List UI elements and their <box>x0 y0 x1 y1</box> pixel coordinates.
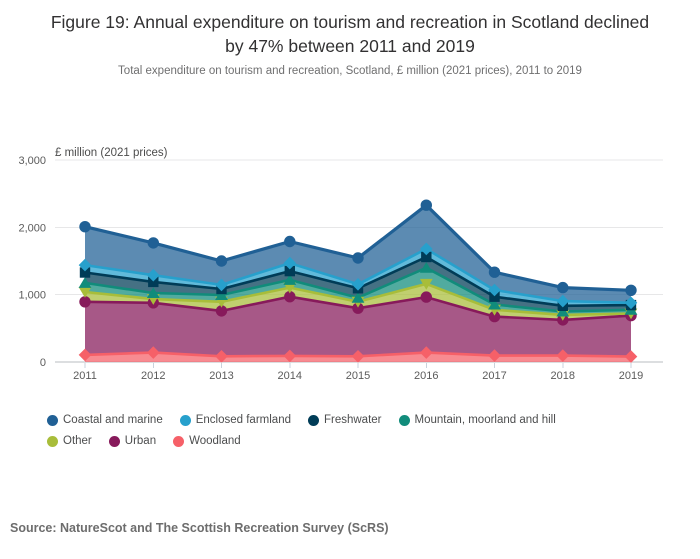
data-point-marker <box>556 349 570 362</box>
data-point-marker <box>284 265 295 277</box>
data-point-marker <box>78 348 92 362</box>
legend-marker-icon <box>47 435 58 447</box>
legend: Coastal and marine Enclosed farmland Fresh… <box>47 414 556 447</box>
data-point-marker <box>488 266 501 278</box>
data-point-marker <box>148 276 159 288</box>
data-point-marker <box>352 302 364 314</box>
legend-item: Mountain, moorland and hill <box>398 414 556 426</box>
legend-marker-icon <box>173 435 185 447</box>
data-point-marker <box>79 296 91 308</box>
y-tick-label: 0 <box>40 357 46 369</box>
data-point-marker <box>557 281 569 294</box>
legend-marker-icon <box>47 414 58 426</box>
data-point-marker <box>284 235 296 248</box>
x-tick-label: 2015 <box>346 370 370 382</box>
data-point-marker <box>351 278 365 291</box>
data-point-marker <box>624 350 638 363</box>
legend-row: Other Urban Woodland <box>47 435 556 447</box>
legend-row: Coastal and marine Enclosed farmland Fresh… <box>47 414 556 426</box>
data-point-marker <box>215 278 228 292</box>
data-point-marker <box>419 262 433 273</box>
chart-area: 0 1,000 2,000 3,000 £ million (2021 prices) 2… <box>0 140 700 400</box>
data-point-marker <box>420 291 432 303</box>
y-tick-label: 1,000 <box>18 290 46 302</box>
x-tick-label: 2018 <box>551 370 575 382</box>
data-point-marker <box>420 242 433 256</box>
data-point-marker <box>284 291 296 303</box>
data-point-marker <box>215 305 228 317</box>
y-tick-label: 2,000 <box>18 222 46 234</box>
data-point-marker <box>283 274 297 285</box>
legend-item-label: Freshwater <box>323 414 382 426</box>
data-point-marker <box>283 282 297 294</box>
legend-item: Enclosed farmland <box>179 414 291 426</box>
legend-item: Other <box>47 435 92 447</box>
figure-title: Figure 19: Annual expenditure on tourism… <box>50 12 650 57</box>
data-point-marker <box>78 277 92 288</box>
area-band <box>85 205 631 303</box>
y-axis-unit-label: £ million (2021 prices) <box>55 147 168 159</box>
legend-item-label: Enclosed farmland <box>195 414 291 426</box>
legend-item-label: Other <box>63 435 92 447</box>
legend-item-label: Woodland <box>189 435 241 447</box>
legend-marker-icon <box>307 414 319 426</box>
data-point-marker <box>352 252 364 264</box>
data-point-marker <box>351 291 365 303</box>
data-point-marker <box>147 268 160 282</box>
data-point-marker <box>556 305 570 317</box>
data-point-marker <box>420 346 433 359</box>
data-point-marker <box>147 237 159 249</box>
data-point-marker <box>556 294 570 308</box>
data-point-marker <box>489 291 500 302</box>
chart-canvas: 0 1,000 2,000 3,000 £ million (2021 prices) 2… <box>18 147 663 382</box>
data-point-marker <box>488 349 501 362</box>
legend-item-label: Coastal and marine <box>63 414 163 426</box>
y-tick-label: 3,000 <box>18 155 46 167</box>
data-point-marker <box>488 283 501 297</box>
data-point-marker <box>283 349 297 363</box>
data-point-marker <box>146 287 160 298</box>
data-point-marker <box>419 278 433 290</box>
figure-subtitle: Total expenditure on tourism and recreat… <box>118 65 582 78</box>
legend-item: Urban <box>108 435 157 447</box>
data-point-marker <box>421 251 432 263</box>
legend-item: Freshwater <box>307 414 382 426</box>
legend-marker-icon <box>398 414 410 426</box>
x-tick-label: 2011 <box>73 370 97 382</box>
data-point-marker <box>215 350 228 363</box>
data-point-marker <box>79 267 91 278</box>
x-tick-label: 2013 <box>209 370 233 382</box>
x-tick-label: 2014 <box>278 370 302 382</box>
data-point-marker <box>624 296 638 310</box>
data-point-marker <box>488 310 501 323</box>
data-point-marker <box>625 284 637 296</box>
data-point-marker <box>215 289 228 300</box>
data-point-marker <box>78 287 92 298</box>
x-tick-label: 2016 <box>414 370 438 382</box>
x-tick-label: 2012 <box>141 370 165 382</box>
x-tick-label: 2017 <box>482 370 506 382</box>
legend-item: Coastal and marine <box>47 414 163 426</box>
source-note: Source: NatureScot and The Scottish Recr… <box>10 521 389 535</box>
data-point-marker <box>351 350 365 363</box>
legend-item: Woodland <box>173 435 241 447</box>
data-point-marker <box>78 258 92 272</box>
x-tick-label: 2019 <box>619 370 643 382</box>
legend-marker-icon <box>179 414 191 426</box>
legend-marker-icon <box>108 435 120 447</box>
data-point-marker <box>420 199 432 211</box>
data-point-marker <box>79 221 91 233</box>
legend-item-label: Mountain, moorland and hill <box>414 414 556 426</box>
data-point-marker <box>147 346 160 359</box>
data-point-marker <box>215 255 228 267</box>
data-point-marker <box>488 298 501 310</box>
legend-item-label: Urban <box>124 435 157 447</box>
